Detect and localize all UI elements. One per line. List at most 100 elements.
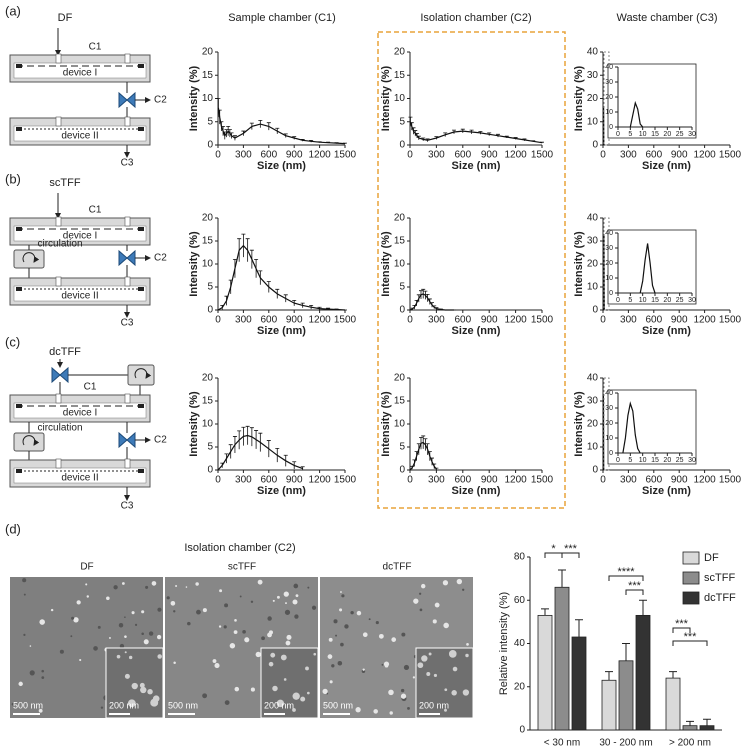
port (124, 458, 131, 469)
bar (665, 677, 681, 731)
particle (270, 652, 276, 658)
y-tick-label: 10 (202, 93, 214, 104)
x-tick-label: 600 (260, 315, 277, 326)
error-bar (421, 435, 426, 449)
y-tick-label: 0 (592, 465, 598, 476)
image-label: scTFF (228, 562, 256, 573)
y-tick-label: 20 (587, 419, 599, 430)
particle (388, 689, 394, 696)
particle (86, 595, 90, 598)
y-tick-label: 10 (587, 116, 599, 127)
error-bar (317, 306, 322, 310)
particle (417, 662, 424, 669)
particle (292, 692, 300, 700)
particle (378, 633, 384, 639)
error-bar (221, 126, 226, 136)
chamber-label: C3 (121, 318, 134, 329)
column-title: Sample chamber (C1) (228, 12, 336, 24)
particle (242, 630, 246, 634)
y-tick-label: 0 (609, 450, 613, 457)
particle (280, 654, 287, 661)
error-bar (258, 119, 263, 128)
particle (268, 661, 274, 667)
significance-bracket (625, 589, 644, 595)
particle (268, 630, 273, 635)
x-tick-label: 25 (676, 297, 684, 304)
device-channel (13, 285, 147, 302)
error-bar (258, 432, 263, 452)
scale-label: 200 nm (264, 700, 294, 710)
particle (355, 707, 361, 713)
zoom-region (603, 377, 610, 471)
particle (356, 610, 362, 616)
error-bar (452, 129, 456, 134)
scale-label: 200 nm (419, 700, 449, 710)
error-bar (300, 466, 305, 471)
seal (138, 64, 144, 68)
particle (23, 633, 26, 637)
particle (448, 650, 457, 658)
y-tick-label: 10 (605, 435, 613, 442)
particle (212, 659, 217, 663)
particle (428, 652, 432, 656)
x-axis-label: Size (nm) (257, 485, 306, 497)
error-bar (605, 671, 613, 681)
error-bar (427, 451, 432, 461)
inset-frame (607, 63, 697, 139)
circulation-arrow (22, 252, 40, 263)
error-bar (266, 281, 271, 293)
particle (284, 609, 291, 615)
particle (141, 610, 145, 614)
particle (462, 588, 465, 591)
device-label: device II (61, 131, 98, 142)
x-tick-label: 1200 (308, 150, 331, 161)
error-bar (443, 132, 448, 137)
particle (307, 586, 310, 589)
error-bar (226, 126, 231, 136)
particle (166, 596, 170, 600)
error-bar (275, 447, 280, 463)
x-tick-label: 1200 (504, 315, 527, 326)
y-tick-label: 20 (394, 213, 406, 224)
x-tick-label: 20 (663, 297, 671, 304)
seal (16, 469, 22, 473)
y-tick-label: 30 (587, 396, 599, 407)
particle (257, 579, 263, 585)
particle (148, 631, 154, 636)
y-tick-label: 20 (605, 94, 613, 101)
inset-frame (607, 229, 697, 305)
particle (418, 592, 422, 595)
x-tick-label: 900 (671, 150, 688, 161)
particle (121, 582, 125, 585)
error-bar (232, 259, 237, 278)
circulation-label: circulation (37, 239, 82, 250)
particle (434, 602, 440, 608)
error-bar (249, 122, 254, 130)
error-bar (237, 430, 242, 450)
x-tick-label: 0 (215, 475, 221, 486)
particle (421, 583, 426, 589)
seal (16, 227, 22, 231)
error-bar (241, 233, 246, 258)
y-tick-label: 0 (399, 305, 405, 316)
port (55, 53, 62, 64)
error-bar (228, 279, 233, 294)
y-tick-label: 15 (394, 70, 406, 81)
particle (426, 672, 431, 676)
error-bar (412, 459, 417, 467)
particle (322, 688, 328, 695)
error-bar (245, 425, 250, 445)
x-tick-label: 300 (620, 475, 637, 486)
bar (618, 660, 634, 731)
data-line (217, 244, 346, 311)
panel-label: (a) (5, 3, 21, 18)
y-tick-label: 10 (394, 419, 406, 430)
error-bar (415, 132, 420, 139)
y-axis-label: Relative intensity (%) (498, 592, 510, 695)
device-channel (13, 402, 147, 419)
chamber-label: C3 (121, 158, 134, 169)
y-tick-label: 10 (394, 259, 406, 270)
port (124, 216, 131, 227)
bar (554, 586, 570, 731)
scale-label: 200 nm (109, 700, 139, 710)
